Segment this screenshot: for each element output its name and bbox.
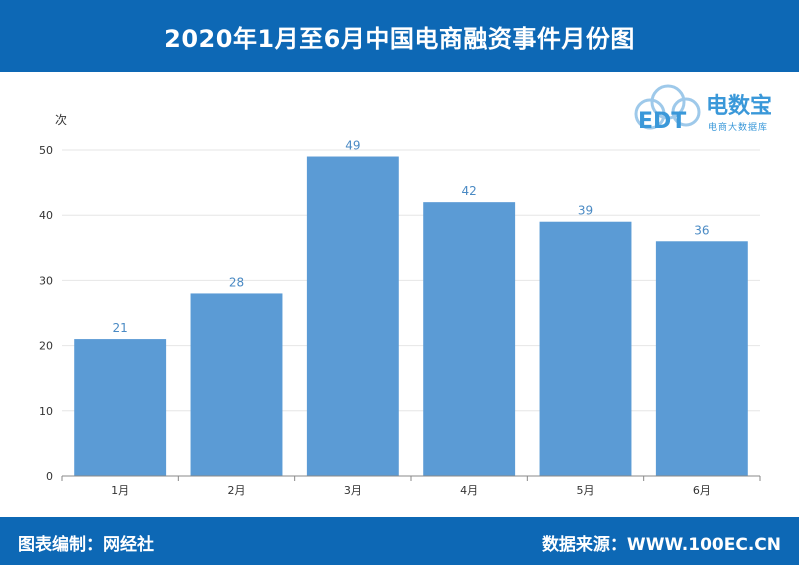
data-label: 36 [694,223,709,237]
y-tick-label: 50 [39,144,53,157]
x-tick-label: 2月 [228,484,246,497]
x-tick-label: 3月 [344,484,362,497]
bar [539,221,632,476]
y-tick-label: 10 [39,405,53,418]
y-tick-label: 40 [39,209,53,222]
grid-lines [62,149,760,412]
bar [655,241,748,476]
y-tick-label: 20 [39,340,53,353]
x-tick-label: 4月 [460,484,478,497]
logo-subtitle: 电商大数据库 [708,123,769,133]
footer-credit: 图表编制：网经社 [18,535,154,555]
data-label: 21 [113,321,128,335]
y-tick-label: 30 [39,274,53,287]
logo-mark: EDT [638,109,686,134]
x-tick-label: 5月 [577,484,595,497]
data-label: 28 [229,275,244,289]
chart-header: 2020年1月至6月中国电商融资事件月份图 [0,0,799,72]
logo-brand: 电数宝 [706,94,773,119]
bar [190,293,283,476]
footer-source: 数据来源：WWW.100EC.CN [541,535,781,555]
bar [423,202,516,476]
y-tick-label: 0 [46,470,53,483]
cloud-logo-icon: EDT [634,84,701,134]
x-axis: 1月 2月 3月 4月 5月 6月 [61,475,761,497]
chart-footer: 图表编制：网经社 数据来源：WWW.100EC.CN [0,517,799,565]
x-tick-label: 6月 [693,484,711,497]
data-label: 39 [578,204,593,218]
y-axis-unit-label: 次 [55,113,67,127]
data-label: 42 [462,184,477,198]
chart-title: 2020年1月至6月中国电商融资事件月份图 [164,24,635,53]
bar [74,339,167,476]
y-axis-ticks: 0 10 20 30 40 50 [39,144,53,483]
x-tick-label: 1月 [111,484,129,497]
data-label: 49 [345,139,360,153]
bar [306,156,399,476]
bar-chart: 次 0 10 20 30 40 50 21 28 49 42 39 36 1月 2月 3月 4月 5月 6月 [39,113,761,497]
bars: 21 28 49 42 39 36 [74,139,748,476]
edt-logo: EDT 电数宝 电商大数据库 [628,78,793,140]
